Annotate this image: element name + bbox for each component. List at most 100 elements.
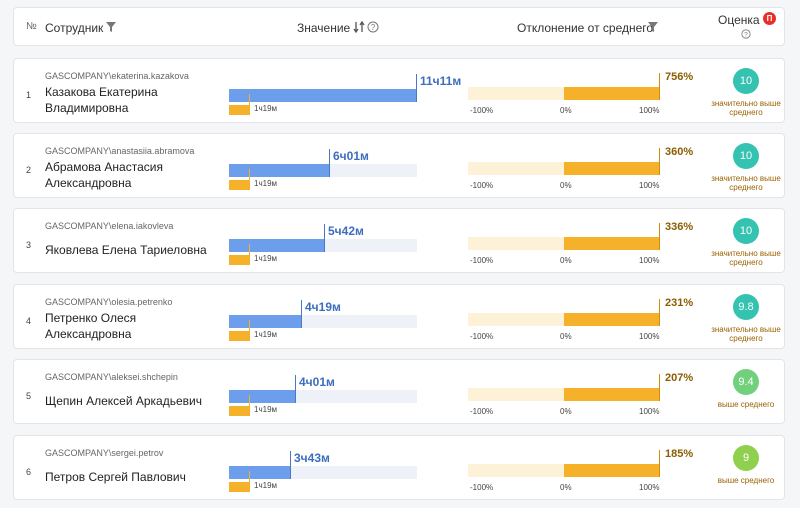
average-marker [249, 320, 250, 331]
rating-label: значительно выше среднего [711, 99, 781, 117]
tick-pos: 100% [639, 106, 660, 115]
help-icon[interactable]: ? [367, 21, 379, 33]
help-icon[interactable]: ? [741, 29, 751, 39]
table-row[interactable]: 4 GASCOMPANY\olesia.petrenko Петренко Ол… [13, 284, 785, 349]
table-row[interactable]: 6 GASCOMPANY\sergei.petrov Петров Сергей… [13, 435, 785, 500]
table-row[interactable]: 5 GASCOMPANY\aleksei.shchepin Щепин Алек… [13, 359, 785, 424]
tick-neg: -100% [470, 407, 494, 416]
tick-pos: 100% [639, 483, 660, 492]
deviation-bar-track [468, 299, 660, 326]
value-label: 5ч42м [328, 224, 364, 238]
notification-badge[interactable]: П [763, 12, 776, 25]
column-rating-header[interactable]: Оценка [718, 13, 760, 27]
deviation-bar [564, 388, 659, 401]
deviation-label: 207% [665, 372, 694, 384]
value-bar [229, 89, 417, 102]
value-bar [229, 239, 325, 252]
table-row[interactable]: 3 GASCOMPANY\elena.iakovleva Яковлева Ел… [13, 208, 785, 273]
value-label: 11ч11м [420, 74, 462, 88]
average-bar [229, 406, 250, 416]
tick-zero: 0% [560, 407, 572, 416]
column-value-header[interactable]: Значение [297, 21, 351, 35]
value-bar [229, 466, 291, 479]
average-bar [229, 331, 250, 341]
employee-name[interactable]: Абрамова Анастасия Александровна [45, 160, 163, 190]
value-marker [301, 300, 302, 328]
average-marker [249, 94, 250, 105]
sort-icon[interactable] [353, 21, 365, 33]
value-bar-track: 4ч01м [229, 375, 417, 403]
deviation-marker [659, 223, 660, 250]
row-number: 3 [26, 240, 32, 250]
column-employee-header[interactable]: Сотрудник [45, 21, 104, 35]
employee-login: GASCOMPANY\ekaterina.kazakova [45, 71, 189, 81]
row-number: 2 [26, 165, 32, 175]
average-bar [229, 105, 250, 115]
rating-label: значительно выше среднего [711, 325, 781, 343]
average-label: 1ч19м [254, 179, 278, 188]
average-bar [229, 180, 250, 190]
value-bar [229, 164, 330, 177]
average-label: 1ч19м [254, 330, 278, 339]
value-marker [295, 375, 296, 403]
tick-zero: 0% [560, 181, 572, 190]
deviation-label: 336% [665, 221, 694, 233]
tick-zero: 0% [560, 332, 572, 341]
employee-name[interactable]: Яковлева Елена Тариеловна [45, 243, 207, 257]
tick-zero: 0% [560, 256, 572, 265]
tick-neg: -100% [470, 332, 494, 341]
employee-name[interactable]: Казакова Екатерина Владимировна [45, 85, 158, 115]
deviation-bar [564, 237, 659, 250]
deviation-bar [564, 87, 659, 100]
table-row[interactable]: 2 GASCOMPANY\anastasiia.abramova Абрамов… [13, 133, 785, 198]
value-label: 3ч43м [294, 451, 330, 465]
row-number: 6 [26, 467, 32, 477]
employee-login: GASCOMPANY\olesia.petrenko [45, 297, 173, 307]
employee-name[interactable]: Петров Сергей Павлович [45, 470, 186, 484]
value-bar-track: 5ч42м [229, 224, 417, 252]
employee-name[interactable]: Петренко Олеся Александровна [45, 311, 137, 341]
deviation-bar [564, 313, 659, 326]
employee-login: GASCOMPANY\anastasiia.abramova [45, 146, 195, 156]
tick-zero: 0% [560, 106, 572, 115]
filter-icon[interactable] [105, 21, 117, 33]
tick-pos: 100% [639, 181, 660, 190]
deviation-bar [564, 464, 659, 477]
average-marker [249, 169, 250, 180]
average-label: 1ч19м [254, 405, 278, 414]
table-row[interactable]: 1 GASCOMPANY\ekaterina.kazakova Казакова… [13, 58, 785, 123]
score-circle: 9.8 [733, 294, 759, 320]
table-header: № Сотрудник Значение ? Отклонение от сре… [13, 7, 785, 46]
score-circle: 9.4 [733, 369, 759, 395]
value-marker [416, 74, 417, 102]
average-label: 1ч19м [254, 481, 278, 490]
tick-neg: -100% [470, 106, 494, 115]
filter-icon[interactable] [647, 21, 659, 33]
deviation-label: 231% [665, 297, 694, 309]
employee-login: GASCOMPANY\aleksei.shchepin [45, 372, 178, 382]
value-label: 4ч19м [305, 300, 341, 314]
average-marker [249, 395, 250, 406]
column-deviation-header[interactable]: Отклонение от среднего [517, 21, 654, 35]
employee-name[interactable]: Щепин Алексей Аркадьевич [45, 394, 202, 408]
row-number: 1 [26, 90, 32, 100]
deviation-label: 185% [665, 448, 694, 460]
rating-label: значительно выше среднего [711, 174, 781, 192]
deviation-bar-track [468, 73, 660, 100]
deviation-marker [659, 299, 660, 326]
deviation-bar-track [468, 223, 660, 250]
score-circle: 9 [733, 445, 759, 471]
value-bar-track: 4ч19м [229, 300, 417, 328]
employee-login: GASCOMPANY\sergei.petrov [45, 448, 164, 458]
deviation-marker [659, 73, 660, 100]
deviation-label: 360% [665, 146, 694, 158]
average-marker [249, 471, 250, 482]
deviation-bar-track [468, 450, 660, 477]
column-number-header: № [26, 21, 37, 32]
deviation-bar-track [468, 148, 660, 175]
value-bar [229, 315, 302, 328]
tick-pos: 100% [639, 256, 660, 265]
score-circle: 10 [733, 143, 759, 169]
deviation-bar-track [468, 374, 660, 401]
row-number: 5 [26, 391, 32, 401]
